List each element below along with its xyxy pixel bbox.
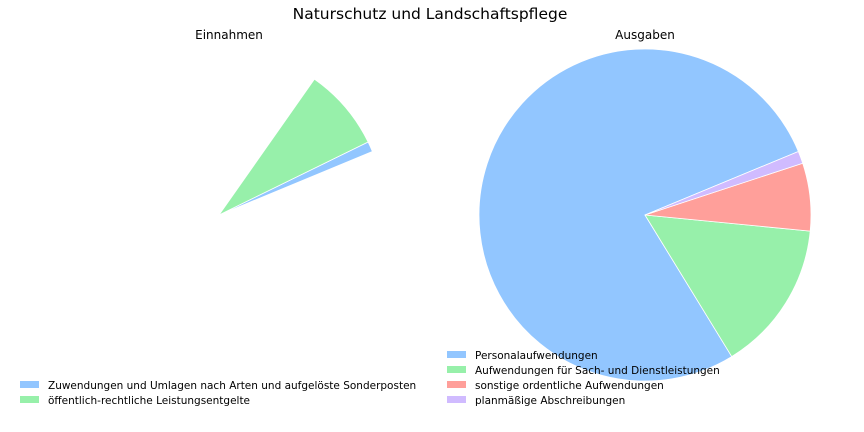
legend-swatch xyxy=(20,381,39,388)
legend-swatch xyxy=(447,381,466,388)
legend-swatch xyxy=(447,396,466,403)
pie-slice xyxy=(644,214,811,357)
pie-slice xyxy=(478,48,799,382)
legend-ausgaben: Personalaufwendungen Aufwendungen für Sac… xyxy=(447,350,720,407)
legend-swatch xyxy=(447,366,466,373)
pie-title-ausgaben: Ausgaben xyxy=(615,28,675,42)
legend-label: Zuwendungen und Umlagen nach Arten und a… xyxy=(48,380,416,392)
legend-swatch xyxy=(447,351,466,358)
legend-einnahmen: Zuwendungen und Umlagen nach Arten und a… xyxy=(20,380,416,407)
legend-label: Aufwendungen für Sach- und Dienstleistun… xyxy=(475,365,720,377)
legend-label: Personalaufwendungen xyxy=(475,350,598,362)
pie-title-einnahmen: Einnahmen xyxy=(195,28,263,42)
legend-label: planmäßige Abschreibungen xyxy=(475,395,625,407)
pie-slices-einnahmen xyxy=(218,78,373,216)
pie-slice xyxy=(644,151,804,216)
legend-label: sonstige ordentliche Aufwendungen xyxy=(475,380,664,392)
legend-swatch xyxy=(20,396,39,403)
legend-label: öffentlich-rechtliche Leistungsentgelte xyxy=(48,395,250,407)
pie-slices-ausgaben xyxy=(478,48,812,382)
pie-chart-einnahmen: Einnahmen Zuwendungen und Umlagen nach A… xyxy=(20,28,416,407)
figure-title: Naturschutz und Landschaftspflege xyxy=(293,5,568,23)
pie-slice xyxy=(218,78,369,216)
pie-chart-ausgaben: Ausgaben Personalaufwendungen Aufwendunge… xyxy=(447,28,812,407)
